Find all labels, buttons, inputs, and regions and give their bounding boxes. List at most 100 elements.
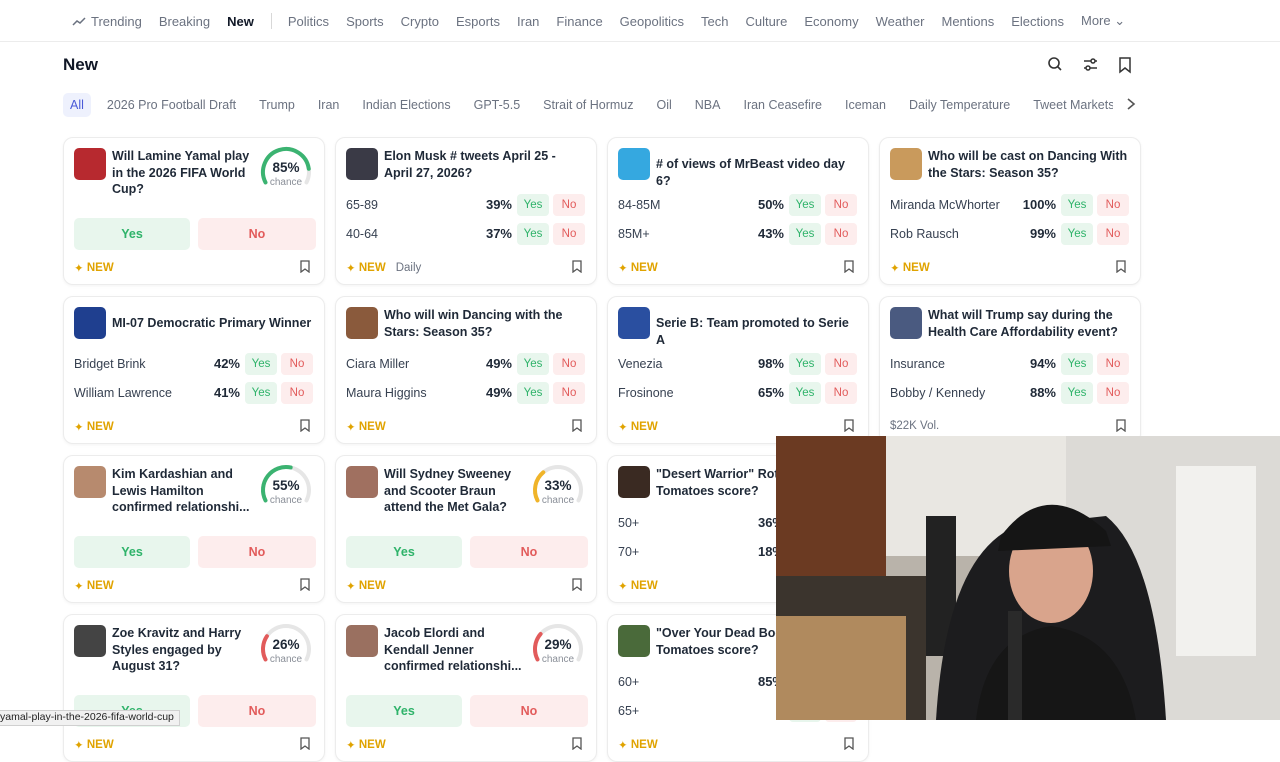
header-icons[interactable] [1047,56,1137,74]
nav-item[interactable]: Crypto [400,13,439,29]
market-card[interactable]: Will Lamine Yamal play in the 2026 FIFA … [63,137,325,285]
nav-item[interactable]: Iran [517,13,540,29]
yes-button[interactable]: Yes [1061,223,1093,245]
yes-button[interactable]: Yes [789,353,821,375]
card-footer: ✦ NEW [618,738,658,752]
market-card[interactable]: Who will be cast on Dancing With the Sta… [879,137,1141,285]
market-card[interactable]: Elon Musk # tweets April 25 - April 27, … [335,137,597,285]
no-button[interactable]: No [281,382,313,404]
no-button[interactable]: No [553,382,585,404]
nav-item[interactable]: Elections [1011,13,1064,29]
new-badge: NEW [358,580,386,592]
nav-item[interactable]: Finance [556,13,603,29]
filter-chip[interactable]: Trump [259,98,295,112]
market-card[interactable]: Serie B: Team promoted to Serie A Venezia… [607,296,869,444]
filter-chip[interactable]: 2026 Pro Football Draft [106,98,237,112]
market-card[interactable]: Kim Kardashian and Lewis Hamilton confir… [63,455,325,603]
filter-chip[interactable]: Indian Elections [362,98,451,112]
outcome-pct: 49% [485,356,512,371]
market-card[interactable]: Jacob Elordi and Kendall Jenner confirme… [335,614,597,762]
no-button[interactable]: No [825,353,857,375]
no-button[interactable]: No [1097,382,1129,404]
filters-next[interactable] [1125,97,1137,111]
no-button[interactable]: No [1097,194,1129,216]
no-button[interactable]: No [1097,353,1129,375]
nav-item[interactable]: Trending [91,13,142,29]
no-button[interactable]: No [825,194,857,216]
yes-button[interactable]: Yes [789,382,821,404]
market-card[interactable]: What will Trump say during the Health Ca… [879,296,1141,444]
market-card[interactable]: Zoe Kravitz and Harry Styles engaged by … [63,614,325,762]
nav-item[interactable]: Economy [804,13,859,29]
no-button[interactable]: No [825,223,857,245]
nav-item[interactable]: Politics [287,13,330,29]
bookmark[interactable] [1116,260,1126,273]
bookmark[interactable] [572,419,582,432]
yes-button[interactable]: Yes [245,353,277,375]
filter-chip[interactable]: Iran [317,98,340,112]
filter-chip[interactable]: GPT-5.5 [473,98,521,112]
nav-item[interactable]: More ⌄ [1080,13,1126,28]
nav-item[interactable]: Esports [455,13,501,29]
no-button[interactable]: No [281,353,313,375]
nav-item[interactable]: New [227,13,254,29]
filter-chip[interactable]: Oil [656,98,672,112]
no-button[interactable]: No [553,194,585,216]
no-button[interactable]: No [470,695,588,727]
no-button[interactable]: No [553,223,585,245]
filter-chip[interactable]: Strait of Hormuz [543,98,634,112]
bookmark[interactable] [844,419,854,432]
no-button[interactable]: No [198,536,316,568]
yes-button[interactable]: Yes [74,218,190,250]
filter-chip[interactable]: NBA [694,98,721,112]
market-card[interactable]: MI-07 Democratic Primary Winner Bridget B… [63,296,325,444]
yes-button[interactable]: Yes [517,194,549,216]
bookmark[interactable] [300,419,310,432]
nav-item[interactable]: Culture [745,13,788,29]
new-badge: NEW [358,739,386,751]
filter-chip[interactable]: Daily Temperature [908,98,1011,112]
no-button[interactable]: No [198,695,316,727]
nav-item[interactable]: Tech [700,13,729,29]
filter-chip[interactable]: Tweet Markets [1033,98,1113,112]
yes-button[interactable]: Yes [346,695,462,727]
filter-chip[interactable]: All [63,93,91,117]
no-button[interactable]: No [825,382,857,404]
nav-item[interactable]: Sports [346,13,384,29]
market-card[interactable]: Who will win Dancing with the Stars: Sea… [335,296,597,444]
nav-item[interactable]: Breaking [158,13,211,29]
yes-button[interactable]: Yes [789,194,821,216]
bookmark[interactable] [844,260,854,273]
yes-button[interactable]: Yes [517,382,549,404]
bookmark[interactable] [572,737,582,750]
filter-chip[interactable]: Iran Ceasefire [743,98,822,112]
market-card[interactable]: Will Sydney Sweeney and Scooter Braun at… [335,455,597,603]
nav-item[interactable]: Geopolitics [619,13,684,29]
yes-button[interactable]: Yes [517,223,549,245]
bookmark[interactable] [300,578,310,591]
bookmark[interactable] [844,737,854,750]
yes-button[interactable]: Yes [517,353,549,375]
nav-item[interactable]: Mentions [941,13,995,29]
nav-item[interactable]: Weather [875,13,925,29]
no-button[interactable]: No [553,353,585,375]
yes-button[interactable]: Yes [1061,194,1093,216]
market-card[interactable]: # of views of MrBeast video day 6? 84-85M… [607,137,869,285]
yes-button[interactable]: Yes [346,536,462,568]
bookmark[interactable] [300,260,310,273]
yes-button[interactable]: Yes [74,536,190,568]
card-footer: ✦ NEW [346,579,386,593]
yes-button[interactable]: Yes [789,223,821,245]
bookmark[interactable] [1116,419,1126,432]
yes-button[interactable]: Yes [1061,382,1093,404]
no-button[interactable]: No [1097,223,1129,245]
yes-button[interactable]: Yes [1061,353,1093,375]
no-button[interactable]: No [198,218,316,250]
no-button[interactable]: No [470,536,588,568]
bookmark[interactable] [572,578,582,591]
yes-button[interactable]: Yes [245,382,277,404]
bookmark[interactable] [300,737,310,750]
card-footer: ✦ NEW [890,261,930,275]
filter-chip[interactable]: Iceman [844,98,886,112]
bookmark[interactable] [572,260,582,273]
